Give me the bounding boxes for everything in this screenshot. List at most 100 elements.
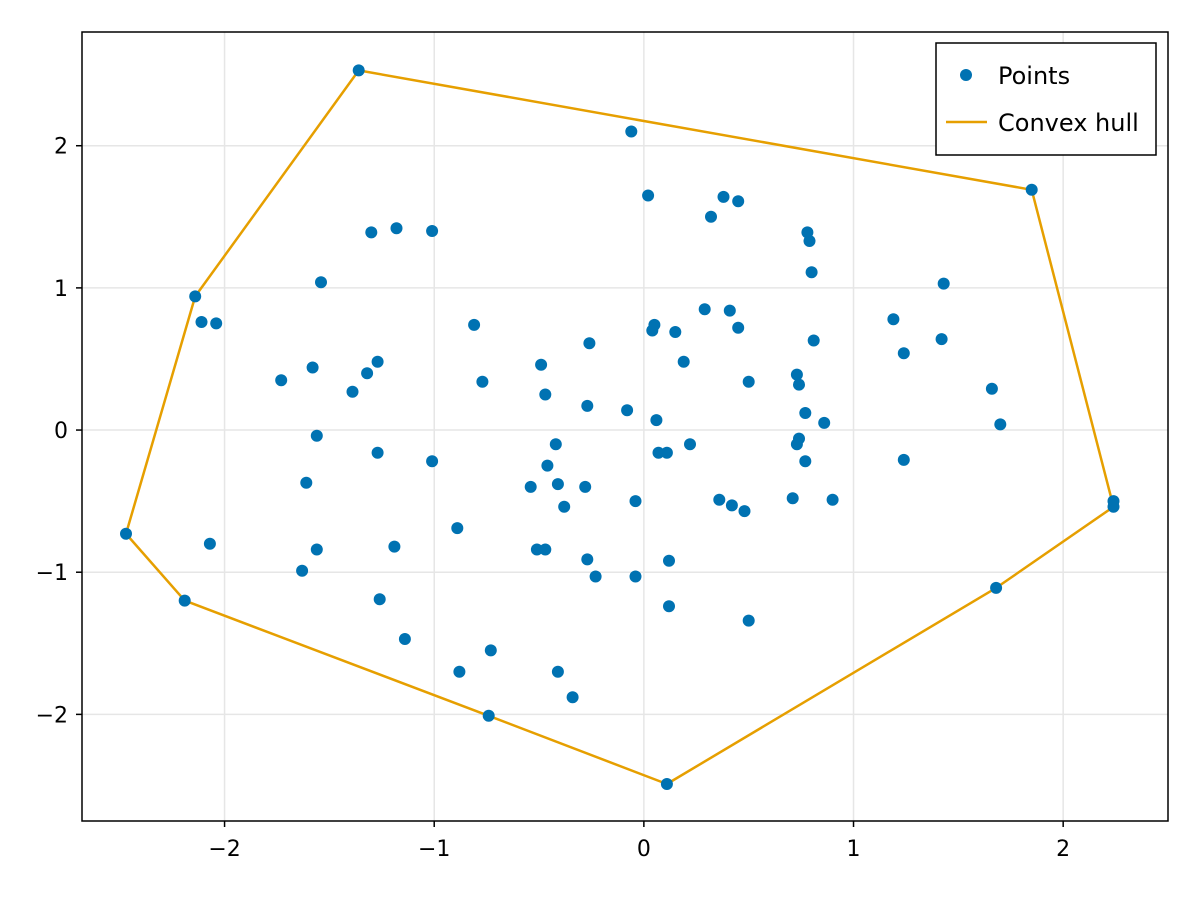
legend-box	[935, 42, 1157, 156]
scatter-point	[786, 492, 799, 505]
scatter-point	[589, 570, 602, 583]
scatter-point	[315, 276, 327, 289]
scatter-point	[453, 665, 466, 678]
points-layer	[120, 64, 1120, 790]
scatter-point	[365, 226, 378, 239]
scatter-point	[723, 304, 736, 317]
legend-label-points: Points	[998, 62, 1070, 90]
scatter-point	[558, 500, 571, 513]
scatter-point	[451, 522, 464, 535]
scatter-point	[482, 709, 495, 722]
scatter-point	[306, 361, 319, 374]
scatter-point	[296, 564, 309, 577]
scatter-point	[793, 378, 805, 391]
scatter-point	[390, 222, 403, 235]
scatter-point	[388, 540, 401, 553]
scatter-point	[994, 418, 1007, 431]
scatter-point	[189, 290, 202, 303]
scatter-point	[373, 593, 386, 606]
x-tick-label: −1	[418, 837, 450, 862]
y-tick-label: 2	[54, 135, 68, 160]
scatter-point	[799, 455, 812, 468]
scatter-point	[361, 367, 374, 380]
scatter-point	[551, 478, 564, 491]
legend-label-hull: Convex hull	[998, 109, 1139, 137]
scatter-point	[660, 778, 673, 790]
scatter-point	[346, 385, 359, 398]
x-tick-label: −2	[208, 837, 240, 862]
scatter-point	[352, 64, 365, 77]
scatter-point	[652, 446, 665, 459]
scatter-point	[120, 527, 132, 540]
scatter-point	[725, 499, 738, 512]
scatter-point	[426, 455, 439, 468]
scatter-point	[897, 347, 910, 360]
scatter-point	[629, 570, 642, 583]
scatter-point	[650, 414, 663, 427]
scatter-point	[300, 476, 313, 489]
scatter-point	[581, 399, 594, 412]
y-tick-label: 0	[54, 419, 68, 444]
scatter-point	[484, 644, 497, 657]
x-tick-label: 0	[637, 837, 651, 862]
scatter-point	[629, 495, 642, 508]
scatter-point	[524, 480, 537, 493]
scatter-point	[705, 210, 717, 223]
scatter-point	[818, 416, 831, 429]
scatter-point	[807, 334, 820, 347]
scatter-point	[713, 493, 726, 506]
scatter-point	[275, 374, 288, 387]
plot-frame	[81, 31, 1169, 822]
scatter-point	[642, 189, 655, 202]
scatter-point	[985, 382, 998, 395]
scatter-point	[539, 543, 552, 556]
scatter-point	[621, 404, 634, 417]
scatter-point	[1107, 500, 1120, 513]
scatter-point	[371, 446, 384, 459]
scatter-point	[732, 321, 745, 334]
scatter-point	[684, 438, 696, 451]
y-tick-label: −1	[36, 561, 68, 586]
scatter-point	[742, 375, 755, 388]
scatter-point	[732, 195, 745, 208]
scatter-point	[583, 337, 596, 350]
scatter-point	[790, 438, 803, 451]
scatter-point	[805, 266, 818, 279]
scatter-point	[541, 459, 554, 472]
scatter-point	[579, 480, 592, 493]
scatter-point	[935, 333, 948, 346]
x-tick-label: 1	[847, 837, 861, 862]
scatter-point	[826, 493, 839, 506]
legend: Points Convex hull	[935, 42, 1157, 156]
scatter-point	[310, 543, 323, 556]
scatter-point	[717, 190, 730, 203]
scatter-point	[625, 125, 638, 138]
scatter-point	[742, 614, 755, 627]
y-tick-label: −2	[36, 703, 68, 728]
scatter-point	[551, 665, 564, 678]
scatter-point	[195, 316, 208, 328]
scatter-point	[310, 429, 323, 442]
scatter-point	[799, 407, 812, 419]
scatter-point	[646, 324, 659, 337]
scatter-point	[790, 368, 803, 381]
convex-hull-line	[124, 69, 1115, 786]
x-tick-label: 2	[1056, 837, 1070, 862]
scatter-point	[210, 317, 223, 330]
scatter-point	[937, 277, 950, 290]
scatter-point	[566, 691, 579, 704]
scatter-point	[663, 554, 675, 567]
scatter-point	[476, 375, 489, 388]
scatter-point	[669, 326, 682, 338]
scatter-point	[803, 235, 816, 247]
scatter-point	[738, 505, 751, 518]
legend-marker-points	[960, 69, 972, 81]
y-tick-label: 1	[54, 277, 68, 302]
scatter-point	[897, 453, 910, 466]
scatter-point	[549, 438, 562, 451]
scatter-point	[677, 355, 690, 368]
scatter-point	[663, 600, 675, 613]
scatter-point	[581, 553, 594, 566]
ticks-layer: −2 −1 0 1 2 −2 −1 0 1 2	[36, 135, 1071, 862]
